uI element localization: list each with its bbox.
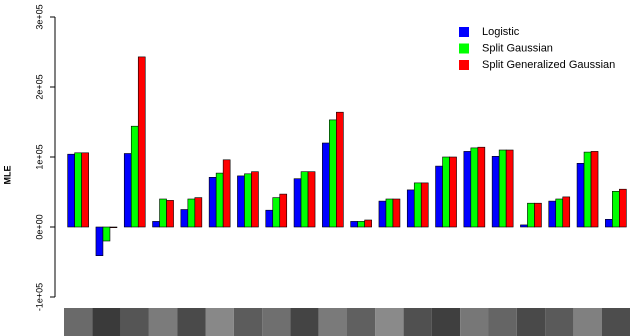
thumbnail <box>290 308 319 336</box>
bar <box>300 171 309 228</box>
bar <box>307 171 316 228</box>
bar <box>244 173 252 228</box>
bar <box>137 56 146 228</box>
thumbnail <box>120 308 149 336</box>
thumbnail <box>516 308 546 336</box>
bar <box>272 197 281 228</box>
thumbnail <box>148 308 178 336</box>
bar <box>612 191 620 228</box>
thumbnail <box>545 308 574 336</box>
bar <box>420 182 429 228</box>
bar <box>477 146 486 228</box>
legend-swatch <box>459 43 469 54</box>
thumbnail <box>375 308 404 336</box>
thumbnail <box>403 308 432 336</box>
legend-label: Split Gaussian <box>482 42 553 54</box>
bar <box>265 209 274 228</box>
thumbnail <box>347 308 376 336</box>
bar <box>159 198 167 228</box>
thumbnail <box>488 308 517 336</box>
bar <box>350 221 358 228</box>
thumbnail <box>262 308 291 336</box>
bar <box>385 198 394 228</box>
bar <box>505 149 514 228</box>
bar <box>81 152 89 228</box>
bar <box>392 198 401 228</box>
bar <box>123 153 132 228</box>
y-axis-label: MLE <box>2 166 12 185</box>
bar <box>130 125 139 228</box>
y-tick-label: 1e+05 <box>34 144 44 169</box>
bar <box>67 153 75 228</box>
bar <box>605 219 613 228</box>
bar <box>251 171 259 228</box>
thumbnail <box>431 308 461 336</box>
bar <box>520 224 528 228</box>
bar <box>109 226 118 228</box>
bar <box>435 165 443 228</box>
bar <box>548 200 557 228</box>
bar <box>470 147 479 228</box>
bar <box>208 177 217 228</box>
bar <box>583 151 592 228</box>
bar <box>491 156 500 228</box>
legend-swatch <box>459 27 469 37</box>
thumbnail <box>92 308 121 336</box>
bar <box>293 178 302 228</box>
y-tick-label: 0e+00 <box>34 214 44 239</box>
bar <box>555 198 564 228</box>
bar <box>357 221 365 228</box>
bar <box>322 142 330 228</box>
bar <box>498 149 507 228</box>
bar <box>102 226 111 242</box>
thumbnail <box>233 308 263 336</box>
bar <box>329 119 337 228</box>
bar <box>413 182 422 228</box>
y-tick-label: 2e+05 <box>34 74 44 99</box>
bar <box>279 193 288 228</box>
bar <box>406 189 415 228</box>
legend-swatch <box>459 60 469 70</box>
thumbnail <box>318 308 347 336</box>
bar <box>222 159 231 228</box>
bar <box>215 172 224 228</box>
y-tick-label: -1e+05 <box>34 283 44 311</box>
bar <box>237 175 245 228</box>
bar <box>166 200 174 228</box>
bar <box>194 197 203 228</box>
thumbnail <box>64 308 93 336</box>
bar <box>364 219 372 228</box>
bar <box>619 188 627 228</box>
bar <box>152 221 160 228</box>
bar <box>442 156 450 228</box>
bar <box>74 152 82 228</box>
thumbnail <box>205 308 234 336</box>
bar <box>336 111 344 228</box>
legend-label: Split Generalized Gaussian <box>482 59 615 71</box>
bar <box>534 202 542 228</box>
bar <box>590 151 599 228</box>
legend-label: Logistic <box>482 26 520 38</box>
bar <box>527 202 535 228</box>
bar <box>180 209 189 228</box>
thumbnail <box>601 308 630 336</box>
bar <box>95 226 104 257</box>
bar <box>562 196 571 228</box>
bar <box>378 200 387 228</box>
bar <box>449 156 457 228</box>
y-tick-label: 3e+05 <box>34 4 44 29</box>
thumbnail <box>573 308 602 336</box>
bar <box>576 163 585 228</box>
thumbnail <box>460 308 489 336</box>
bar <box>463 151 472 228</box>
bar <box>187 198 196 228</box>
thumbnail <box>177 308 206 336</box>
